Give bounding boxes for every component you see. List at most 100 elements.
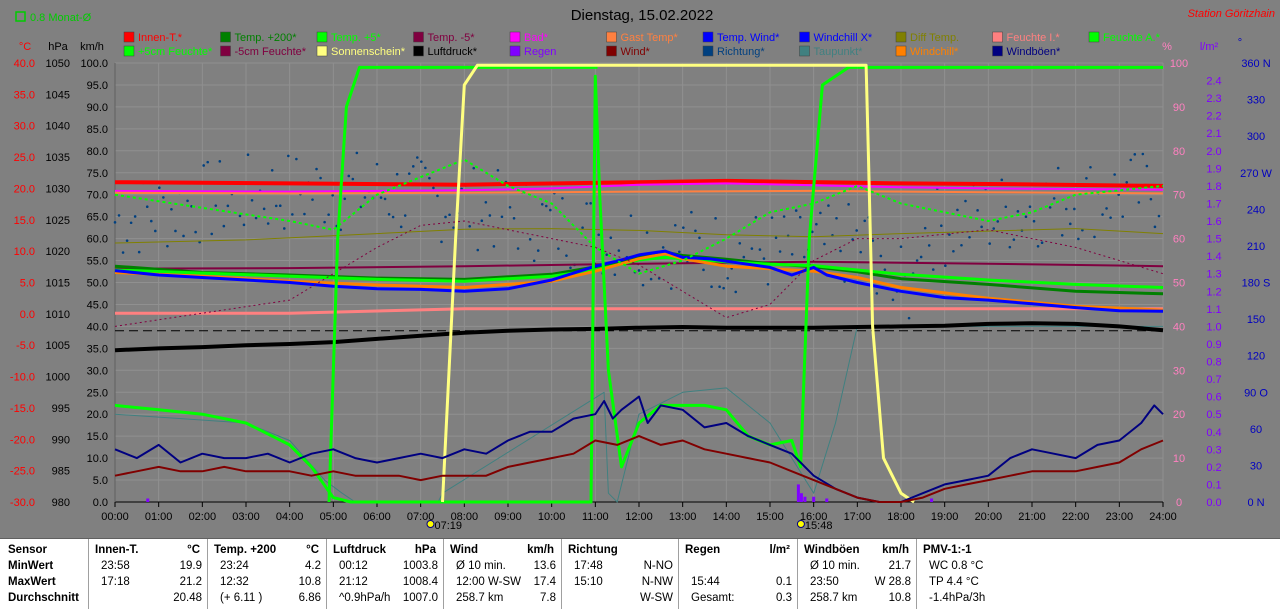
temp-tick-label: -30.0 [10,497,35,509]
wind-tick-label: 60.0 [87,234,108,246]
direction-point [186,199,189,203]
direction-point [673,223,677,227]
direction-point [323,220,326,224]
direction-point [411,165,415,168]
direction-point [295,157,298,161]
legend-label: -5cm Feuchte* [235,46,307,58]
temp-tick-label: -10.0 [10,372,35,384]
x-tick-label: 06:00 [363,511,391,523]
direction-point [802,255,806,259]
wind-tick-label: 35.0 [87,343,108,355]
pressure-tick-label: 1050 [46,58,70,70]
direction-tick-label: 90 O [1244,387,1268,399]
direction-point [948,233,951,236]
direction-point [1004,205,1008,209]
legend-swatch [799,31,810,43]
legend-label: Innen-T.* [138,32,183,44]
rain-tick-label: 1.4 [1206,251,1221,263]
wind-tick-label: 85.0 [87,124,108,136]
direction-point [811,230,814,234]
legend-swatch [1088,31,1100,43]
direction-point [162,196,165,199]
legend-label: Sonnenschein* [331,46,406,58]
direction-point [343,197,347,201]
direction-point [500,215,504,219]
rain-tick-label: 2.2 [1206,111,1221,123]
direction-point [875,292,879,295]
direction-point [879,254,883,258]
direction-point [262,207,266,211]
wind-tick-label: 25.0 [87,387,108,399]
stats-column-unit: l/m² [769,544,790,556]
direction-point [956,208,959,212]
x-tick-label: 03:00 [232,511,260,523]
month-avg-checkbox[interactable] [15,11,26,22]
direction-point [420,160,423,163]
stats-column: Temp. +200 °C 23:24 4.2 12:32 10.8 (+ 6.11 ) 6.… [207,539,327,609]
direction-point [432,186,435,190]
direction-point [375,162,379,166]
direction-point [722,286,725,290]
rain-tick-label: 0.6 [1206,392,1221,404]
stats-cell-value: 17.4 [533,576,556,588]
temp-tick-label: -15.0 [10,403,35,415]
direction-point [1077,237,1080,241]
direction-point [254,216,258,220]
direction-tick-label: 360 N [1241,58,1270,70]
direction-point [1000,178,1004,182]
direction-point [589,202,592,205]
direction-point [569,266,572,270]
direction-point [1141,152,1145,156]
direction-point [1113,173,1116,176]
stats-cell-value [917,558,1031,574]
weather-chart: 100.095.090.085.080.075.070.065.060.055.… [9,7,1275,532]
stats-row-label: Durchschnitt [8,592,79,604]
direction-point [964,199,967,203]
legend-label: Temp. -5* [428,32,476,44]
rain-tick-label: 0.2 [1206,462,1221,474]
stats-cell-value: 13.6 [533,560,556,572]
direction-point [613,273,617,276]
direction-point [678,250,681,254]
humidity-tick-label: 20 [1173,409,1185,421]
legend-swatch [509,31,521,43]
stats-column: PMV-1:-1 WC 0.8 °C TP 4.4 °C -1.4hPa/3h [916,539,1037,609]
direction-point [117,214,121,217]
legend-label: Windböen* [1007,46,1062,58]
direction-point [158,186,161,190]
temp-tick-label: 40.0 [14,58,35,70]
pressure-tick-label: 1015 [46,278,70,290]
pressure-tick-label: 1020 [46,246,70,258]
direction-point [484,200,488,204]
stats-column-unit [917,542,1029,558]
wind-tick-label: 45.0 [87,299,108,311]
direction-point [242,223,246,227]
rain-tick-label: 0.0 [1206,497,1221,509]
stats-cell-value: 1003.8 [402,560,438,572]
direction-point [690,210,693,214]
series-bad [114,182,1164,193]
series-temp-wind [114,249,1164,313]
direction-point [133,215,137,218]
direction-tick-label: 210 [1247,241,1265,253]
direction-point [980,225,983,229]
x-tick-label: 24:00 [1149,511,1177,523]
x-axis: 00:00 01:00 02:00 03:00 04:00 05:00 06:00 07:00… [101,63,1177,523]
rain-bars [146,484,934,502]
stats-cell-label: ^0.9hPa/h [339,592,391,604]
direction-point [988,242,991,245]
direction-point [528,238,532,241]
rain-tick-label: 1.0 [1206,321,1221,333]
direction-point [383,197,387,201]
humidity-tick-label: 10 [1173,453,1185,465]
rain-bar [803,496,807,502]
direction-point [960,243,963,247]
stats-cell-label: 00:12 [339,560,368,572]
direction-point [347,174,351,178]
direction-point [125,239,129,242]
temp-tick-label: 25.0 [14,152,35,164]
wind-tick-label: 100.0 [80,58,108,70]
stats-column: Richtung 17:48 N-NO 15:10 N-NW W-SW [561,539,679,609]
direction-point [702,268,705,272]
direction-point [1048,206,1052,209]
